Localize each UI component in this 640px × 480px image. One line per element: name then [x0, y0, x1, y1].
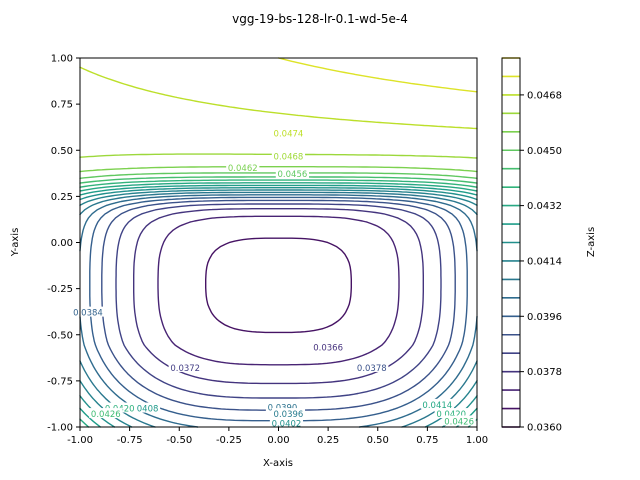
contour-label: 0.0426	[444, 417, 474, 427]
contour-label-bg	[89, 408, 123, 419]
colorbar: 0.0360 0.0378 0.0396 0.0414 0.0432 0.0450 0.04…	[501, 57, 562, 434]
chart-title: vgg-19-bs-128-lr-0.1-wd-5e-4	[232, 12, 408, 26]
x-axis-label: X-axis	[263, 458, 293, 469]
colorbar-tick-label: 0.0450	[527, 146, 562, 157]
y-tick-label: 1.00	[51, 54, 73, 65]
contour-level-7	[79, 194, 478, 428]
x-tick-label: 0.75	[416, 435, 438, 446]
x-tick-label: 0.50	[367, 435, 389, 446]
y-axis: -1.00 -0.75 -0.50 -0.25 0.00 0.25 0.50 0.75 1.00	[47, 54, 80, 434]
contour-label-bg	[265, 401, 300, 412]
x-tick-label: -0.50	[166, 435, 192, 446]
x-tick-label: 0.00	[267, 435, 289, 446]
contour-label: 0.0366	[313, 344, 343, 354]
contour-label-bg	[168, 361, 202, 372]
y-tick-label: 0.00	[51, 238, 73, 249]
contour-level-2	[157, 215, 400, 366]
x-axis: -1.00 -0.75 -0.50 -0.25 0.00 0.25 0.50 0.75 1.00	[67, 427, 488, 446]
y-tick-label: -0.75	[47, 376, 73, 387]
contour-level-5	[101, 199, 456, 411]
contour-label-bg	[226, 161, 260, 172]
y-axis-label: Y-axis	[10, 228, 21, 258]
contour-label: 0.0420	[436, 410, 466, 420]
colorbar-tick-label: 0.0468	[527, 90, 562, 101]
contour-label-bg	[311, 341, 345, 352]
contour-level-4	[115, 203, 442, 399]
contour-level-12	[79, 182, 478, 428]
plot-area: 0.0474 0.0468 0.0462 0.0456 0.0366 0.0372 0.03…	[71, 57, 478, 429]
contour-level-19	[277, 57, 478, 93]
contour-label-bg	[442, 415, 476, 426]
contour-label-bg	[355, 361, 389, 372]
contour-level-8	[79, 191, 478, 428]
contour-label: 0.0396	[274, 410, 304, 420]
x-tick-label: 0.25	[317, 435, 339, 446]
contour-level-13	[79, 179, 478, 188]
contour-lines	[79, 57, 478, 428]
colorbar-tick-label: 0.0432	[527, 201, 562, 212]
contour-label-bg	[103, 402, 137, 413]
x-tick-label: 1.00	[466, 435, 488, 446]
contour-label-bg	[71, 306, 105, 317]
contour-labels: 0.0474 0.0468 0.0462 0.0456 0.0366 0.0372 0.03…	[71, 127, 476, 429]
contour-label-bg	[434, 408, 468, 419]
y-tick-label: 0.75	[51, 100, 73, 111]
y-tick-label: 0.50	[51, 146, 73, 157]
y-tick-label: -0.50	[47, 330, 73, 341]
contour-label-bg	[271, 150, 306, 161]
contour-label: 0.0462	[228, 164, 258, 174]
contour-label: 0.0426	[91, 410, 121, 420]
contour-label: 0.0402	[272, 419, 302, 429]
contour-label-bg	[271, 408, 306, 419]
colorbar-label: Z-axis	[586, 227, 597, 257]
contour-label-bg	[275, 168, 309, 179]
contour-label: 0.0456	[278, 170, 308, 180]
contour-label: 0.0468	[274, 153, 304, 163]
contour-label: 0.0372	[170, 364, 200, 374]
y-tick-label: 0.25	[51, 192, 73, 203]
contour-level-1	[205, 237, 352, 334]
contour-label: 0.0408	[129, 405, 159, 415]
contour-label-bg	[271, 127, 306, 138]
x-tick-label: -0.75	[117, 435, 143, 446]
colorbar-tick-label: 0.0360	[527, 423, 562, 434]
contour-level-18	[79, 66, 478, 130]
colorbar-tick-label: 0.0378	[527, 367, 562, 378]
y-tick-label: -0.25	[47, 284, 73, 295]
contour-label: 0.0474	[274, 130, 304, 140]
colorbar-tick-label: 0.0414	[527, 256, 562, 267]
contour-label: 0.0414	[422, 401, 452, 411]
contour-label-bg	[269, 417, 304, 428]
x-tick-label: -1.00	[67, 435, 93, 446]
contour-level-17	[79, 153, 478, 159]
colorbar-tick-label: 0.0396	[527, 312, 562, 323]
contour-label: 0.0384	[73, 309, 103, 319]
contour-label-bg	[126, 402, 161, 413]
y-tick-label: -1.00	[47, 423, 73, 434]
contour-level-11	[79, 184, 478, 428]
x-tick-label: -0.25	[216, 435, 242, 446]
contour-label-bg	[420, 398, 454, 409]
colorbar-frame	[501, 57, 521, 428]
contour-label: 0.0378	[357, 364, 387, 374]
